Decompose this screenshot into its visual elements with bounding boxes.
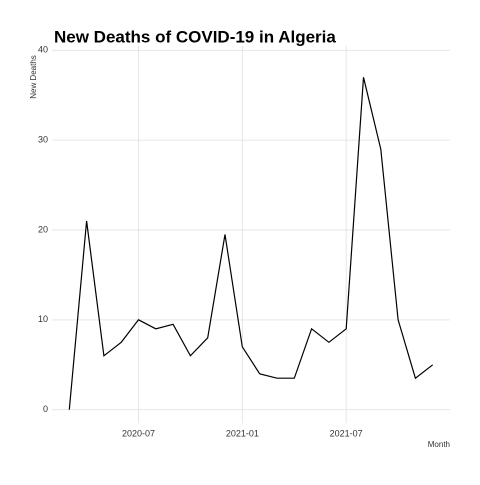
y-tick-label: 10 — [38, 314, 48, 324]
y-tick-label: 40 — [38, 45, 48, 55]
chart-title: New Deaths of COVID-19 in Algeria — [54, 27, 336, 46]
x-tick-label: 2021-07 — [330, 429, 363, 439]
line — [68, 77, 434, 410]
x-axis-label: Month — [428, 440, 450, 449]
grid — [52, 45, 450, 424]
y-tick-label: 30 — [38, 135, 48, 145]
y-tick-label: 20 — [38, 224, 48, 234]
y-axis-label: New Deaths — [29, 55, 38, 99]
x-tick-label: 2020-07 — [122, 429, 155, 439]
y-tick-label: 0 — [43, 404, 48, 414]
marks — [68, 77, 434, 410]
x-tick-label: 2021-01 — [226, 429, 259, 439]
